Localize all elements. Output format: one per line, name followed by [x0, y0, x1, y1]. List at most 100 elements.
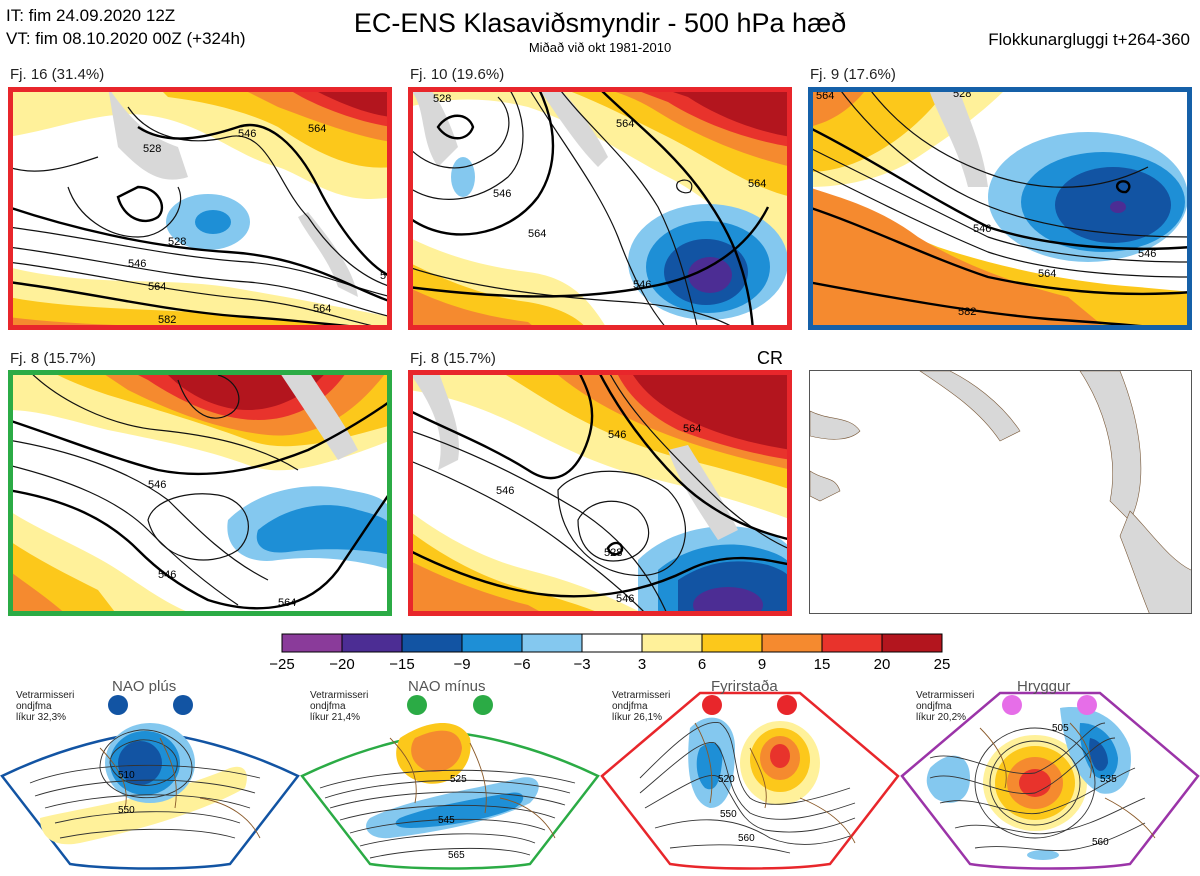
- regime-nao-minus-prob: líkur 21,4%: [310, 712, 361, 723]
- colorbar-cell: [341, 633, 403, 653]
- colorbar-cell: [281, 633, 343, 653]
- panel-4-contour-546b: 546: [158, 569, 176, 581]
- panel-2-label: Fj. 10 (19.6%): [410, 66, 505, 83]
- regime-nao-plus-info: Vetrarmisseri ondjfma líkur 32,3%: [16, 690, 74, 723]
- regime-blocking-months: ondjfma: [612, 701, 648, 712]
- init-time: IT: fim 24.09.2020 12Z: [6, 6, 176, 25]
- panel-5-contour-546c: 546: [616, 593, 634, 605]
- panel-1-contour-546b: 546: [238, 128, 256, 140]
- panel-1-contour-546: 546: [128, 258, 146, 270]
- regime-nao-minus-contour-565: 565: [448, 850, 465, 861]
- regime-nao-plus: 510 550 NAO plús Vetrarmisseri ondjfma l…: [0, 678, 300, 871]
- panel-4-frame: [8, 370, 392, 616]
- panel-3-label: Fj. 9 (17.6%): [810, 66, 896, 83]
- colorbar-cell: [461, 633, 523, 653]
- regime-nao-minus-name: NAO mínus: [408, 678, 486, 695]
- colorbar-tick: 25: [933, 656, 951, 673]
- colorbar-cell: [761, 633, 823, 653]
- panel-3-contour-564b: 564: [816, 90, 834, 102]
- colorbar-tick: −25: [269, 656, 295, 673]
- page-title: EC-ENS Klasaviðsmyndir - 500 hPa hæð: [353, 8, 847, 38]
- panel-5-tag: CR: [757, 348, 783, 368]
- regime-nao-plus-name: NAO plús: [112, 678, 177, 695]
- header-info: IT: fim 24.09.2020 12Z VT: fim 08.10.202…: [6, 4, 246, 50]
- page-subtitle: Miðað við okt 1981-2010: [528, 40, 672, 55]
- panel-2-frame: [408, 87, 792, 330]
- panel-4-contour-546: 546: [148, 479, 166, 491]
- regime-ridge: 505 535 560 Hryggur Vetrarmisseri ondjfm…: [900, 678, 1200, 871]
- panel-4-map: 546 546 564: [8, 370, 392, 616]
- panel-3-frame: [808, 87, 1192, 330]
- colorbar-cell: [821, 633, 883, 653]
- colorbar-tick: 9: [757, 656, 767, 673]
- colorbar-tick: −3: [573, 656, 591, 673]
- panel-2-contour-564: 564: [528, 228, 546, 240]
- colorbar-tick: −15: [389, 656, 415, 673]
- valid-time: VT: fim 08.10.2020 00Z (+324h): [6, 29, 246, 48]
- regime-blocking-contour-520: 520: [718, 774, 735, 785]
- regime-nao-plus-season: Vetrarmisseri: [16, 690, 75, 701]
- regime-blocking: 520 550 560 Fyrirstaða Vetrarmisseri ond…: [600, 678, 900, 871]
- regime-ridge-contour-560: 560: [1092, 837, 1109, 848]
- regime-blocking-contour-550: 550: [720, 809, 737, 820]
- panel-4-contour-564: 564: [278, 597, 296, 609]
- classification-window: Flokkunargluggi t+264-360: [988, 30, 1190, 49]
- panel-2-map: 528 546 564 546 564 564: [408, 87, 792, 330]
- regime-blocking-contour-560: 560: [738, 833, 755, 844]
- panel-2-contour-564b: 564: [748, 178, 766, 190]
- panel-1-contour-564c: 564: [313, 303, 331, 315]
- colorbar-cell: [521, 633, 583, 653]
- colorbar-tick: 15: [813, 656, 831, 673]
- regime-ridge-contour-505: 505: [1052, 723, 1069, 734]
- regime-nao-minus-months: ondjfma: [310, 701, 346, 712]
- panel-5-contour-528: 528: [604, 547, 622, 559]
- regime-nao-plus-contour-510: 510: [118, 770, 135, 781]
- regime-ridge-prob: líkur 20,2%: [916, 712, 967, 723]
- colorbar-cell: [581, 633, 643, 653]
- panel-4-label: Fj. 8 (15.7%): [10, 350, 96, 367]
- regime-nao-minus-season: Vetrarmisseri: [310, 690, 369, 701]
- colorbar-tick: 6: [697, 656, 707, 673]
- colorbar: [281, 633, 945, 658]
- panel-5-frame: [408, 370, 792, 616]
- colorbar-tick: −6: [513, 656, 531, 673]
- colorbar-tick: 3: [637, 656, 647, 673]
- panel-1-contour-528: 528: [168, 236, 186, 248]
- regime-nao-plus-prob: líkur 32,3%: [16, 712, 67, 723]
- panel-1-contour-564b: 564: [308, 123, 326, 135]
- panel-1-frame: [8, 87, 392, 330]
- regime-nao-minus-contour-545: 545: [438, 815, 455, 826]
- panel-3-contour-546b: 546: [1138, 248, 1156, 260]
- colorbar-cell: [701, 633, 763, 653]
- colorbar-cells: [281, 633, 943, 653]
- regime-ridge-contour-535: 535: [1100, 774, 1117, 785]
- panel-2-contour-564c: 564: [616, 118, 634, 130]
- regime-nao-plus-months: ondjfma: [16, 701, 52, 712]
- panel-3-contour-582: 582: [958, 306, 976, 318]
- regime-ridge-months: ondjfma: [916, 701, 952, 712]
- panel-2-contour-546: 546: [493, 188, 511, 200]
- panel-5-label: Fj. 8 (15.7%): [410, 350, 496, 367]
- panel-2-contour-528: 528: [433, 93, 451, 105]
- colorbar-tick: 20: [873, 656, 891, 673]
- panel-1-contour-564: 564: [148, 281, 166, 293]
- colorbar-cell: [881, 633, 943, 653]
- panel-1-contour-5: 5: [380, 270, 386, 282]
- regime-blocking-season: Vetrarmisseri: [612, 690, 671, 701]
- panel-3-contour-564: 564: [1038, 268, 1056, 280]
- regime-nao-plus-contour-550: 550: [118, 805, 135, 816]
- regime-ridge-name: Hryggur: [1017, 678, 1071, 695]
- panel-1-contour-528b: 528: [143, 143, 161, 155]
- panel-3-contour-546: 546: [973, 223, 991, 235]
- colorbar-tick: −9: [453, 656, 471, 673]
- regime-nao-minus-contour-525: 525: [450, 774, 467, 785]
- panel-5-contour-564: 564: [683, 423, 701, 435]
- regime-nao-minus-info: Vetrarmisseri ondjfma líkur 21,4%: [310, 690, 368, 723]
- panel-1-map: 528 546 564 528 546 564 582 564 5: [8, 87, 392, 330]
- panel-5-contour-546b: 546: [496, 485, 514, 497]
- colorbar-tick: −20: [329, 656, 355, 673]
- panel-1-label: Fj. 16 (31.4%): [10, 66, 105, 83]
- panel-1-contour-582: 582: [158, 314, 176, 326]
- regime-blocking-info: Vetrarmisseri ondjfma líkur 26,1%: [612, 690, 670, 723]
- regime-nao-minus: 525 545 565 NAO mínus Vetrarmisseri ondj…: [300, 678, 600, 871]
